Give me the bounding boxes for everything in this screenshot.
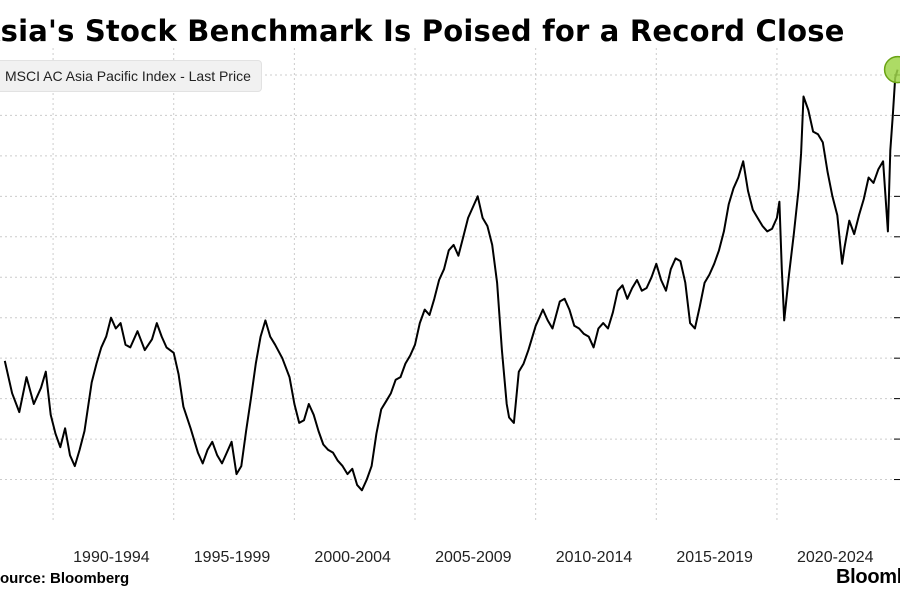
chart-title: Asia's Stock Benchmark Is Poised for a R… xyxy=(0,14,845,48)
record-close-marker xyxy=(883,55,900,84)
legend-label: MSCI AC Asia Pacific Index - Last Price xyxy=(0,60,262,92)
bloomberg-logo: Bloomberg xyxy=(836,566,900,588)
x-tick-label: 1995-1999 xyxy=(194,549,271,566)
x-tick-label: 1990-1994 xyxy=(73,549,150,566)
x-tick-label: 2010-2014 xyxy=(556,549,633,566)
source-note: Source: Bloomberg xyxy=(0,570,130,587)
x-tick-label: 2005-2009 xyxy=(435,549,512,566)
x-tick-label: 2015-2019 xyxy=(676,549,753,566)
x-tick-label: 2000-2004 xyxy=(314,549,391,566)
x-tick-label: 2020-2024 xyxy=(797,549,874,566)
series-line-msci-ac-asia-pacific xyxy=(3,69,899,492)
